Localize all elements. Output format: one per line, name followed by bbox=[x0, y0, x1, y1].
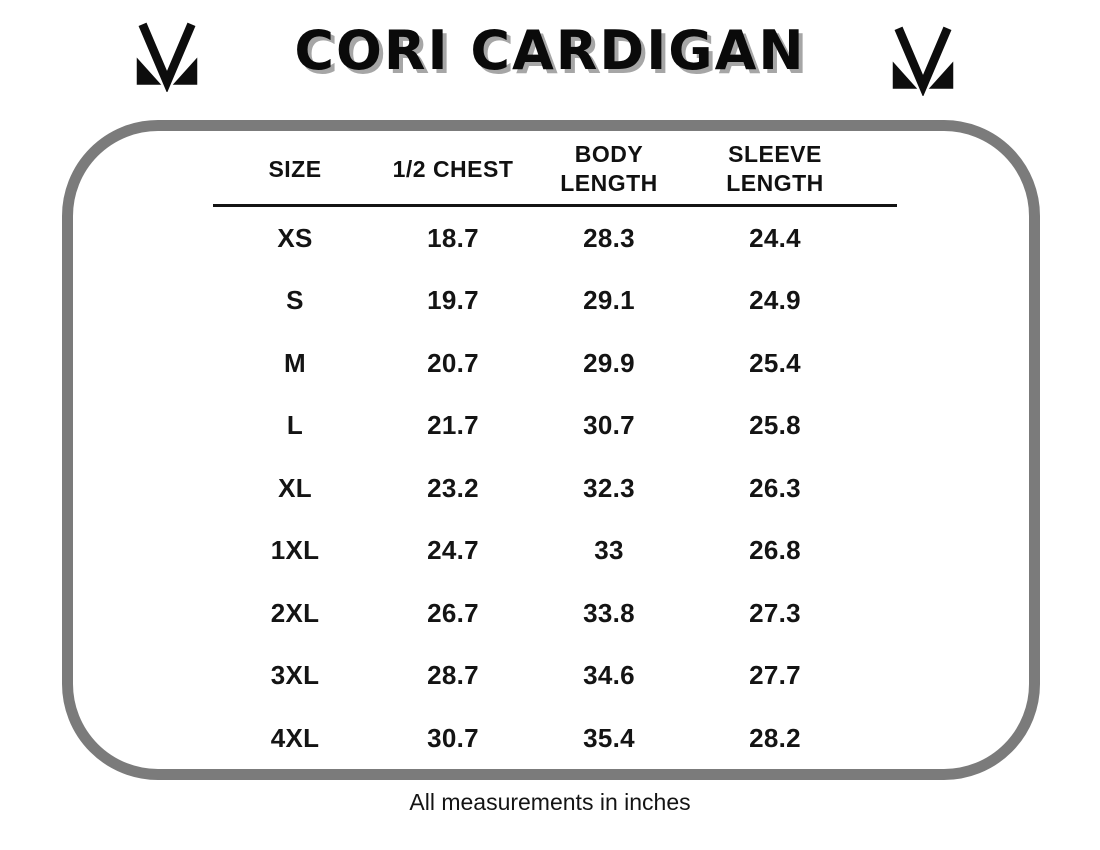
table-row: S 19.7 29.1 24.9 bbox=[213, 270, 897, 333]
cell-sleeve_length: 27.7 bbox=[749, 660, 801, 691]
cell-sleeve_length: 26.3 bbox=[749, 472, 801, 503]
table-row: 3XL 28.7 34.6 27.7 bbox=[213, 645, 897, 708]
cell-body_length: 29.1 bbox=[583, 285, 635, 316]
cell-sleeve_length: 26.8 bbox=[749, 535, 801, 566]
cell-size: 2XL bbox=[270, 597, 320, 628]
table-row: M 20.7 29.9 25.4 bbox=[213, 332, 897, 395]
table-row: 1XL 24.7 33 26.8 bbox=[213, 520, 897, 583]
cell-size: 4XL bbox=[270, 722, 320, 753]
cell-size: M bbox=[284, 347, 306, 378]
cell-half_chest: 20.7 bbox=[427, 347, 479, 378]
cell-body_length: 29.9 bbox=[583, 347, 635, 378]
table-header-row: SIZE 1/2 CHEST BODY LENGTH SLEEVE LENGTH bbox=[213, 136, 897, 202]
cell-half_chest: 28.7 bbox=[427, 660, 479, 691]
table-row: L 21.7 30.7 25.8 bbox=[213, 395, 897, 458]
header-divider bbox=[213, 204, 897, 207]
cell-size: S bbox=[286, 285, 304, 316]
brand-logo-icon bbox=[892, 26, 954, 96]
cell-size: XS bbox=[277, 222, 313, 253]
table-row: 2XL 26.7 33.8 27.3 bbox=[213, 582, 897, 645]
cell-body_length: 33.8 bbox=[583, 597, 635, 628]
cell-body_length: 35.4 bbox=[583, 722, 635, 753]
column-header-body_length: BODY LENGTH bbox=[560, 141, 658, 196]
cell-body_length: 28.3 bbox=[583, 222, 635, 253]
cell-half_chest: 30.7 bbox=[427, 722, 479, 753]
cell-size: 3XL bbox=[270, 660, 320, 691]
cell-sleeve_length: 24.4 bbox=[749, 222, 801, 253]
cell-body_length: 34.6 bbox=[583, 660, 635, 691]
measurement-note: All measurements in inches bbox=[409, 789, 691, 815]
column-header-sleeve_length: SLEEVE LENGTH bbox=[726, 141, 824, 196]
brand-logo-icon bbox=[136, 22, 198, 92]
cell-sleeve_length: 28.2 bbox=[749, 722, 801, 753]
cell-sleeve_length: 25.8 bbox=[749, 410, 801, 441]
table-row: XL 23.2 32.3 26.3 bbox=[213, 457, 897, 520]
cell-sleeve_length: 27.3 bbox=[749, 597, 801, 628]
cell-half_chest: 23.2 bbox=[427, 472, 479, 503]
cell-sleeve_length: 25.4 bbox=[749, 347, 801, 378]
table-row: 4XL 30.7 35.4 28.2 bbox=[213, 707, 897, 770]
table-body: XS 18.7 28.3 24.4 S 19.7 29.1 24.9 M 20.7 29.9 25.4… bbox=[213, 207, 897, 770]
table-row: XS 18.7 28.3 24.4 bbox=[213, 207, 897, 270]
cell-half_chest: 18.7 bbox=[427, 222, 479, 253]
cell-sleeve_length: 24.9 bbox=[749, 285, 801, 316]
cell-size: 1XL bbox=[270, 535, 320, 566]
cell-body_length: 33 bbox=[594, 535, 624, 566]
column-header-half_chest: 1/2 CHEST bbox=[392, 155, 514, 182]
size-chart-frame bbox=[62, 120, 1040, 780]
cell-half_chest: 19.7 bbox=[427, 285, 479, 316]
cell-size: L bbox=[286, 410, 304, 441]
cell-size: XL bbox=[278, 472, 312, 503]
cell-half_chest: 24.7 bbox=[427, 535, 479, 566]
size-table: SIZE 1/2 CHEST BODY LENGTH SLEEVE LENGTH XS… bbox=[213, 136, 897, 770]
cell-half_chest: 26.7 bbox=[427, 597, 479, 628]
cell-body_length: 30.7 bbox=[583, 410, 635, 441]
cell-body_length: 32.3 bbox=[583, 472, 635, 503]
page-title: CORI CARDIGAN bbox=[294, 19, 806, 82]
column-header-size: SIZE bbox=[268, 155, 322, 182]
cell-half_chest: 21.7 bbox=[427, 410, 479, 441]
